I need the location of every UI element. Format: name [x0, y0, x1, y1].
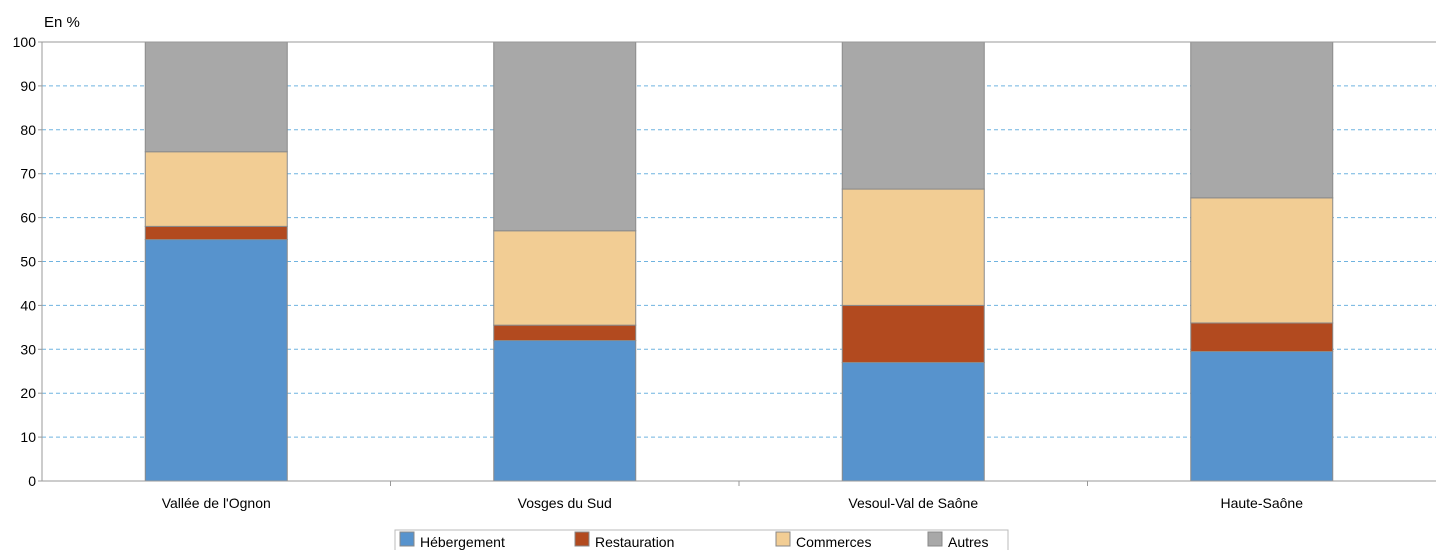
legend-swatch	[775, 531, 791, 547]
y-axis-unit-label: En %	[44, 14, 80, 31]
legend-label: Restauration	[595, 534, 674, 550]
bar-segment	[841, 188, 985, 306]
y-tick-label: 80	[20, 122, 36, 138]
y-tick-label: 20	[20, 385, 36, 401]
legend-swatch	[574, 531, 590, 547]
y-tick-label: 70	[20, 166, 36, 182]
bar-segment	[144, 225, 288, 241]
bar-segment	[841, 304, 985, 363]
x-tick-label: Vesoul-Val de Saône	[848, 495, 978, 511]
y-tick-label: 30	[20, 341, 36, 357]
legend-box	[394, 529, 1009, 550]
legend-label: Commerces	[796, 534, 871, 550]
x-tick-label: Vallée de l'Ognon	[162, 495, 271, 511]
bar-segment	[841, 41, 985, 190]
x-tick-labels: Vallée de l'Ognon Vosges du Sud Vesoul-Val…	[162, 495, 1303, 511]
legend: Hébergement Restauration Commerces Autres	[394, 529, 1009, 550]
bar-segment	[493, 324, 637, 342]
bar-segment	[1190, 197, 1334, 324]
y-tick-label: 100	[13, 34, 37, 50]
x-tick-label: Vosges du Sud	[518, 495, 612, 511]
y-tick-labels: 0 10 20 30 40 50 60 70 80 90 100	[13, 34, 37, 489]
bar-segment	[1190, 350, 1334, 482]
y-tick-label: 50	[20, 254, 36, 270]
bar-segment	[144, 151, 288, 227]
bar-segment	[144, 41, 288, 153]
legend-label: Autres	[948, 534, 988, 550]
bar-segment	[1190, 41, 1334, 199]
bar-segment	[493, 340, 637, 482]
legend-swatch	[927, 531, 943, 547]
x-tick-label: Haute-Saône	[1220, 495, 1303, 511]
bar-segment	[493, 230, 637, 326]
y-tick-label: 10	[20, 429, 36, 445]
axes	[38, 41, 1436, 486]
legend-label: Hébergement	[420, 534, 505, 550]
bar-segment	[1190, 322, 1334, 352]
legend-swatch	[399, 531, 415, 547]
y-tick-label: 60	[20, 210, 36, 226]
bar-segment	[841, 361, 985, 482]
y-tick-label: 40	[20, 297, 36, 313]
y-tick-label: 0	[28, 473, 36, 489]
bar-segment	[493, 41, 637, 232]
y-tick-label: 90	[20, 78, 36, 94]
bars-group	[144, 41, 1334, 482]
bar-segment	[144, 239, 288, 482]
